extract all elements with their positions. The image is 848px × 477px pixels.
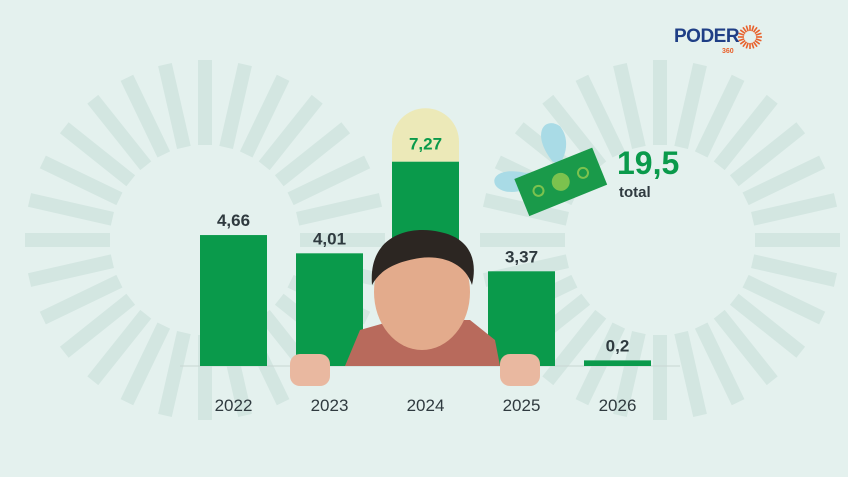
- sun-ray: [755, 38, 762, 42]
- year-label-2022: 2022: [215, 396, 253, 415]
- ray: [742, 274, 826, 325]
- poder360-logo: PODER 360: [674, 25, 764, 61]
- ray: [39, 155, 123, 206]
- sun-ray: [752, 26, 758, 33]
- value-label-2026: 0,2: [606, 336, 630, 355]
- sun-ray: [754, 29, 761, 35]
- sun-ray: [742, 26, 748, 33]
- ray: [87, 309, 152, 386]
- year-label-2023: 2023: [311, 396, 349, 415]
- ray: [158, 62, 191, 149]
- person-photo: [290, 230, 540, 386]
- bar-2025: [488, 271, 555, 366]
- ray: [482, 193, 569, 226]
- ray: [575, 74, 626, 158]
- ray: [742, 155, 826, 206]
- ray: [751, 254, 838, 287]
- ray: [287, 155, 371, 206]
- ray: [39, 274, 123, 325]
- highlight-cap: [392, 108, 459, 162]
- ray: [613, 331, 646, 418]
- ray: [158, 331, 191, 418]
- ray: [27, 254, 114, 287]
- ray: [674, 62, 707, 149]
- ray: [613, 62, 646, 149]
- sun-ray: [739, 29, 746, 35]
- year-label-2024: 2024: [407, 396, 445, 415]
- year-label-2025: 2025: [503, 396, 541, 415]
- ray: [120, 74, 171, 158]
- sun-icon: [738, 25, 762, 49]
- ray: [542, 309, 607, 386]
- sun-ray: [751, 42, 755, 49]
- sun-ray: [742, 41, 748, 48]
- year-label-2026: 2026: [599, 396, 637, 415]
- logo-text: PODER: [674, 26, 740, 47]
- ray: [729, 122, 806, 187]
- ray: [87, 94, 152, 171]
- sun-ray: [751, 25, 755, 32]
- value-label-2022: 4,66: [217, 211, 250, 230]
- money-icon: [494, 123, 608, 217]
- ray: [713, 94, 778, 171]
- ray: [59, 293, 136, 358]
- ray: [729, 293, 806, 358]
- total-value: 19,5: [617, 145, 680, 181]
- wing-icon: [541, 123, 567, 165]
- sun-ray: [754, 39, 761, 45]
- ray: [694, 322, 745, 406]
- value-label-2025: 3,37: [505, 247, 538, 266]
- ray: [296, 193, 383, 226]
- ray: [27, 193, 114, 226]
- sun-ray: [755, 32, 762, 36]
- total-label: total: [619, 184, 651, 201]
- ray: [751, 193, 838, 226]
- dollar-sign-icon: [532, 184, 545, 197]
- ray: [120, 322, 171, 406]
- value-label-2023: 4,01: [313, 229, 346, 248]
- ray: [674, 331, 707, 418]
- sun-ray: [738, 38, 745, 42]
- sun-ray: [738, 32, 745, 36]
- bar-2023: [296, 253, 363, 366]
- ray: [239, 74, 290, 158]
- sun-ray: [752, 41, 758, 48]
- logo-sub: 360: [722, 48, 734, 55]
- ray: [274, 122, 351, 187]
- ray: [59, 122, 136, 187]
- sun-ray: [739, 39, 746, 45]
- sun-ray: [745, 25, 749, 32]
- ray: [258, 94, 323, 171]
- bill-circle: [551, 172, 570, 191]
- ray: [219, 62, 252, 149]
- ray: [713, 309, 778, 386]
- bar-2022: [200, 235, 267, 366]
- value-label-2024: 7,27: [409, 135, 442, 154]
- dollar-sign-icon: [577, 166, 590, 179]
- sun-ray: [745, 42, 749, 49]
- ray: [694, 74, 745, 158]
- bar-2026: [584, 360, 651, 366]
